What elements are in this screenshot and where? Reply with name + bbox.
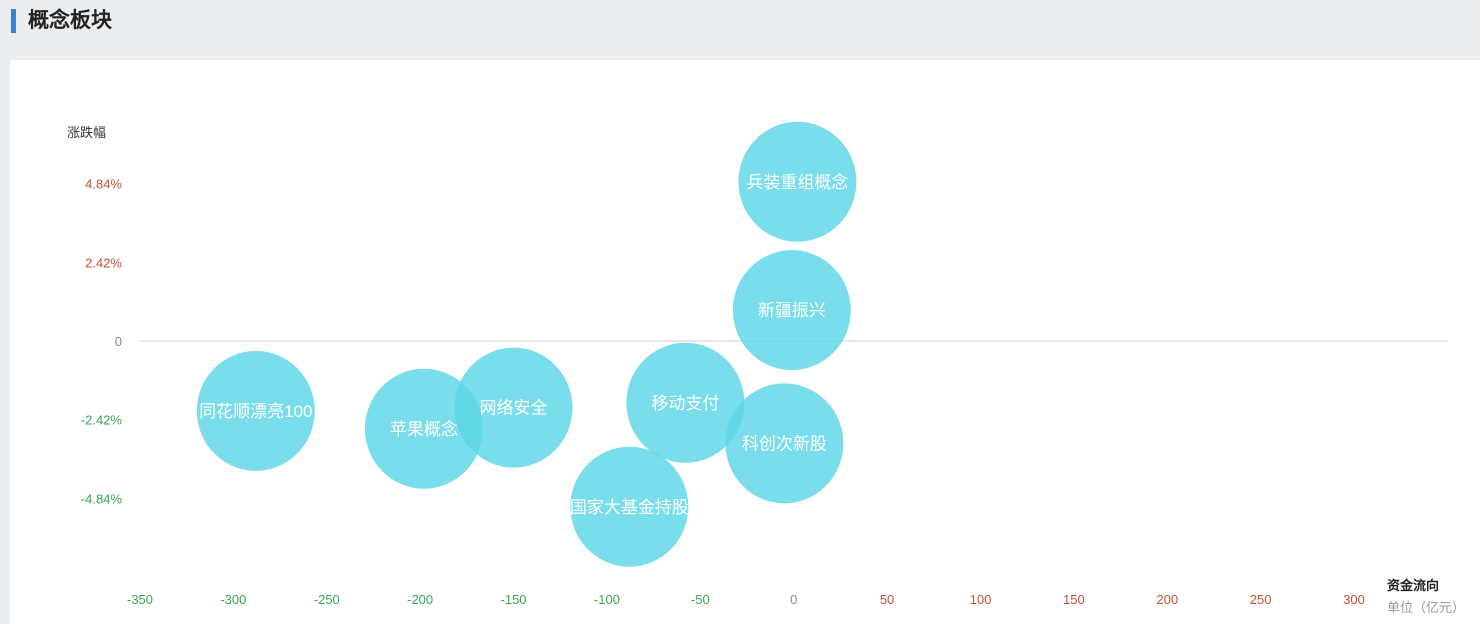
bubble-label: 同花顺漂亮100: [199, 402, 312, 421]
y-tick-label: -4.84%: [81, 491, 123, 506]
bubble-point[interactable]: [626, 342, 745, 463]
bubble-point[interactable]: [732, 250, 851, 371]
x-tick-label: 250: [1250, 592, 1272, 607]
section-title: 概念板块: [28, 9, 112, 32]
bubble-point[interactable]: [725, 383, 844, 504]
x-tick-label: 0: [790, 592, 797, 607]
bubble-point[interactable]: [454, 347, 573, 468]
x-tick-label: -150: [501, 592, 527, 607]
x-tick-label: -250: [314, 592, 340, 607]
bubble-point[interactable]: [364, 368, 483, 489]
y-tick-label: -2.42%: [81, 413, 123, 428]
x-tick-label: 200: [1156, 592, 1178, 607]
x-tick-label: -100: [594, 592, 620, 607]
bubble-label: 移动支付: [651, 394, 719, 413]
y-tick-label: 2.42%: [85, 255, 122, 270]
x-tick-label: -50: [691, 592, 710, 607]
bubble-point[interactable]: [196, 350, 315, 471]
bubble-point[interactable]: [570, 446, 689, 567]
bubble-label: 国家大基金持股: [570, 498, 689, 517]
bubble-label: 网络安全: [480, 399, 548, 418]
bubble-label: 科创次新股: [742, 434, 827, 453]
x-tick-label: -200: [407, 592, 433, 607]
x-tick-label: 100: [970, 592, 992, 607]
bubble-point[interactable]: [738, 121, 857, 242]
section-header: 概念板块: [0, 0, 1480, 60]
header-accent-bar: [11, 9, 16, 33]
bubble-label: 兵装重组概念: [746, 172, 848, 192]
y-tick-label: 0: [115, 334, 122, 349]
y-tick-label: 4.84%: [85, 177, 122, 192]
x-tick-label: 50: [880, 592, 894, 607]
x-axis-unit: 单位（亿元）: [1387, 600, 1466, 615]
x-tick-label: -300: [220, 592, 246, 607]
y-axis-title: 涨跌幅: [67, 125, 107, 140]
x-tick-label: 300: [1343, 592, 1365, 607]
x-tick-label: -350: [127, 592, 153, 607]
x-tick-label: 150: [1063, 592, 1085, 607]
x-axis-title: 资金流向: [1387, 578, 1440, 593]
bubble-label: 新疆振兴: [758, 301, 826, 320]
bubble-label: 苹果概念: [390, 419, 458, 439]
